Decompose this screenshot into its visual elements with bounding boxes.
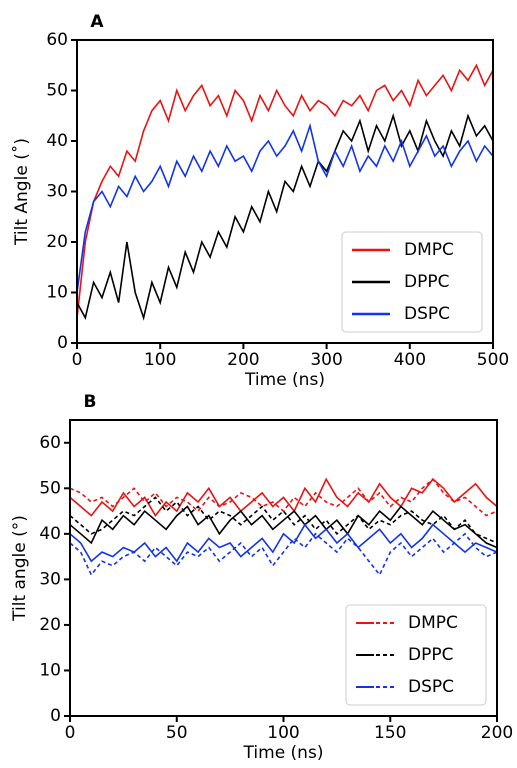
- y-tick-label: 50: [46, 81, 68, 101]
- data-line: [76, 63, 494, 318]
- x-tick-label: 0: [72, 350, 83, 370]
- legend-label: DPPC: [404, 272, 449, 292]
- data-line: [69, 532, 498, 577]
- y-tick-label: 30: [39, 569, 61, 589]
- legend-label: DMPC: [408, 613, 458, 633]
- y-tick-label: 50: [39, 478, 61, 498]
- legend-label: DSPC: [408, 677, 454, 697]
- legend-box: [341, 231, 483, 333]
- x-tick-label: 100: [267, 723, 299, 743]
- y-tick-label: 0: [57, 333, 68, 353]
- legend-box: [345, 604, 487, 706]
- x-tick-label: 400: [394, 350, 426, 370]
- y-tick-label: 10: [46, 283, 68, 303]
- data-line: [76, 122, 494, 293]
- panel-label: B: [84, 392, 97, 412]
- x-tick-label: 500: [477, 350, 509, 370]
- x-tick-label: 50: [166, 723, 188, 743]
- y-tick-label: 20: [39, 615, 61, 635]
- legend-label: DMPC: [404, 240, 454, 260]
- y-tick-label: 10: [39, 660, 61, 680]
- y-tick-label: 0: [50, 706, 61, 726]
- legend-label: DPPC: [408, 645, 453, 665]
- data-line: [69, 477, 498, 518]
- y-tick-label: 20: [46, 232, 68, 252]
- x-tick-label: 200: [227, 350, 259, 370]
- y-tick-label: 60: [46, 30, 68, 50]
- x-tick-label: 0: [65, 723, 76, 743]
- x-tick-label: 150: [374, 723, 406, 743]
- y-axis-label: Tilt angle (°): [10, 515, 30, 622]
- x-tick-label: 200: [481, 723, 513, 743]
- panel-label: A: [90, 12, 104, 32]
- y-tick-label: 40: [39, 524, 61, 544]
- x-axis-label: Time (ns): [244, 370, 325, 390]
- x-axis-label: Time (ns): [243, 743, 324, 763]
- y-tick-label: 30: [46, 182, 68, 202]
- y-tick-label: 40: [46, 131, 68, 151]
- y-tick-label: 60: [39, 433, 61, 453]
- data-line: [76, 113, 494, 321]
- data-line: [69, 505, 498, 549]
- x-tick-label: 100: [144, 350, 176, 370]
- data-line: [69, 478, 498, 517]
- data-line: [69, 523, 498, 563]
- x-tick-label: 300: [310, 350, 342, 370]
- y-axis-label: Tilt Angle (˚): [11, 138, 32, 246]
- legend-label: DSPC: [404, 304, 450, 324]
